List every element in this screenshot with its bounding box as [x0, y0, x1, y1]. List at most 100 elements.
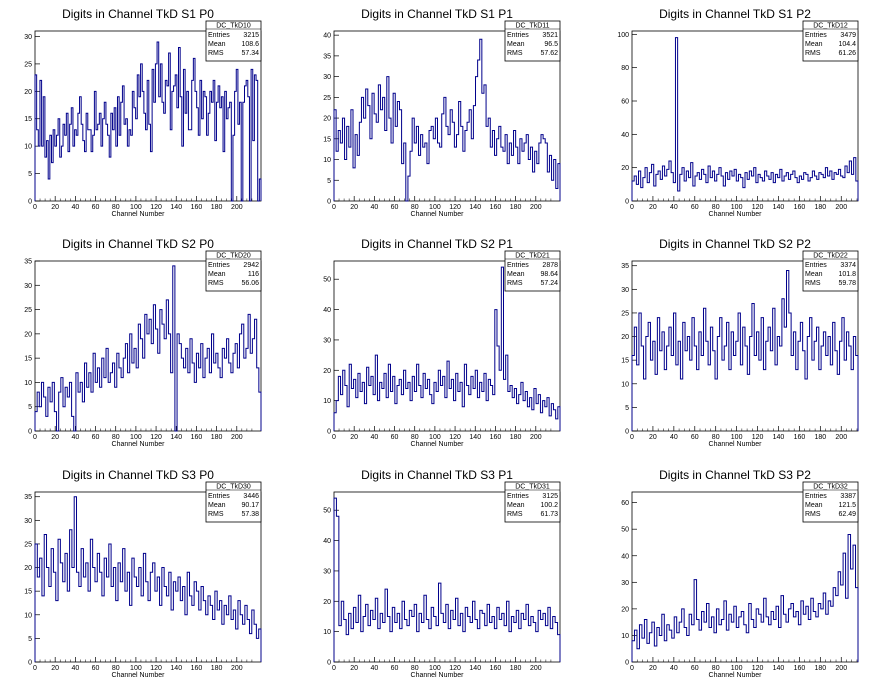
stats-box — [205, 481, 262, 523]
stats-value: 3374 — [840, 262, 856, 269]
stats-box — [205, 250, 262, 292]
x-tick-label: 160 — [794, 204, 806, 211]
x-tick-label: 40 — [670, 434, 678, 441]
y-tick-label: 30 — [323, 337, 331, 344]
stats-label: Entries — [208, 493, 230, 500]
x-tick-label: 100 — [130, 665, 142, 672]
chart-title: Digits in Channel TkD S3 P2 — [659, 468, 811, 482]
x-tick-label: 40 — [370, 665, 378, 672]
x-tick-label: 120 — [449, 434, 461, 441]
x-tick-label: 120 — [449, 665, 461, 672]
x-tick-label: 140 — [469, 665, 481, 672]
stats-name: DC_TkD11 — [515, 23, 549, 30]
stats-label: Entries — [507, 262, 529, 269]
x-axis-label: Channel Number — [709, 211, 763, 218]
y-tick-label: 0 — [327, 429, 331, 436]
x-tick-label: 80 — [112, 204, 120, 211]
y-tick-label: 0 — [625, 660, 629, 667]
y-tick-label: 0 — [625, 429, 629, 436]
x-tick-label: 160 — [490, 434, 502, 441]
y-tick-label: 15 — [323, 136, 331, 143]
y-tick-label: 15 — [24, 589, 32, 596]
y-tick-label: 30 — [24, 518, 32, 525]
x-tick-label: 160 — [490, 204, 502, 211]
x-tick-label: 200 — [231, 434, 243, 441]
y-tick-label: 10 — [323, 157, 331, 164]
stats-label: Mean — [805, 271, 823, 278]
x-tick-label: 120 — [752, 204, 764, 211]
x-axis-label: Channel Number — [112, 672, 166, 679]
stats-value: 96.5 — [544, 41, 558, 48]
x-tick-label: 180 — [510, 665, 522, 672]
x-tick-label: 60 — [92, 434, 100, 441]
chart-title: Digits in Channel TkD S2 P2 — [659, 237, 811, 251]
x-tick-label: 140 — [773, 204, 785, 211]
x-tick-label: 20 — [51, 665, 59, 672]
stats-label: Entries — [507, 493, 529, 500]
x-tick-label: 0 — [33, 204, 37, 211]
y-tick-label: 0 — [327, 660, 331, 667]
y-tick-label: 30 — [323, 74, 331, 81]
x-tick-label: 180 — [211, 204, 223, 211]
x-tick-label: 20 — [649, 204, 657, 211]
x-tick-label: 80 — [112, 434, 120, 441]
y-tick-label: 30 — [24, 34, 32, 41]
y-tick-label: 35 — [24, 259, 32, 266]
stats-value: 2878 — [542, 262, 558, 269]
x-tick-label: 100 — [429, 434, 441, 441]
chart-title: Digits in Channel TkD S2 P1 — [361, 237, 513, 251]
stats-name: DC_TkD30 — [216, 484, 251, 491]
y-tick-label: 10 — [24, 380, 32, 387]
histogram-series — [631, 37, 859, 201]
y-tick-label: 25 — [24, 541, 32, 548]
stats-label: Entries — [805, 32, 827, 39]
x-tick-label: 80 — [712, 434, 720, 441]
histogram-series — [34, 496, 262, 662]
x-tick-label: 0 — [332, 434, 336, 441]
y-tick-label: 0 — [28, 429, 32, 436]
histogram-series — [333, 38, 561, 202]
y-tick-label: 40 — [621, 553, 629, 560]
stats-label: RMS — [805, 511, 821, 518]
plot-frame — [333, 260, 561, 432]
x-tick-label: 200 — [231, 665, 243, 672]
stats-label: Entries — [507, 32, 529, 39]
x-tick-label: 180 — [814, 204, 826, 211]
histogram-series — [34, 265, 262, 432]
x-axis-label: Channel Number — [411, 441, 465, 448]
x-tick-label: 0 — [630, 665, 634, 672]
y-tick-label: 10 — [24, 612, 32, 619]
x-tick-label: 0 — [332, 204, 336, 211]
stats-label: Mean — [208, 41, 226, 48]
y-tick-label: 25 — [24, 307, 32, 314]
x-tick-label: 40 — [370, 434, 378, 441]
histogram-series — [631, 269, 859, 431]
stats-value: 61.26 — [838, 50, 856, 57]
stats-value: 3125 — [542, 493, 558, 500]
x-tick-label: 20 — [51, 204, 59, 211]
y-tick-label: 15 — [621, 358, 629, 365]
histogram-panel-9: Digits in Channel TkD S3 P20 20 40 60 80 100 1… — [621, 468, 859, 679]
x-tick-label: 20 — [51, 434, 59, 441]
x-tick-label: 160 — [191, 665, 203, 672]
x-tick-label: 40 — [71, 434, 79, 441]
x-tick-label: 180 — [814, 434, 826, 441]
plot-frame — [631, 491, 859, 663]
histogram-series — [631, 534, 859, 662]
stats-name: DC_TkD12 — [813, 23, 848, 30]
y-tick-label: 30 — [621, 287, 629, 294]
x-tick-label: 0 — [630, 204, 634, 211]
stats-box — [504, 481, 561, 523]
stats-label: RMS — [507, 511, 523, 518]
x-tick-label: 180 — [814, 665, 826, 672]
stats-label: Mean — [208, 502, 226, 509]
x-tick-label: 40 — [71, 665, 79, 672]
x-tick-label: 160 — [794, 665, 806, 672]
x-tick-label: 80 — [112, 665, 120, 672]
x-tick-label: 0 — [33, 665, 37, 672]
x-tick-label: 180 — [211, 434, 223, 441]
y-tick-label: 100 — [617, 32, 629, 39]
x-tick-label: 200 — [835, 204, 847, 211]
stats-value: 121.5 — [838, 502, 856, 509]
